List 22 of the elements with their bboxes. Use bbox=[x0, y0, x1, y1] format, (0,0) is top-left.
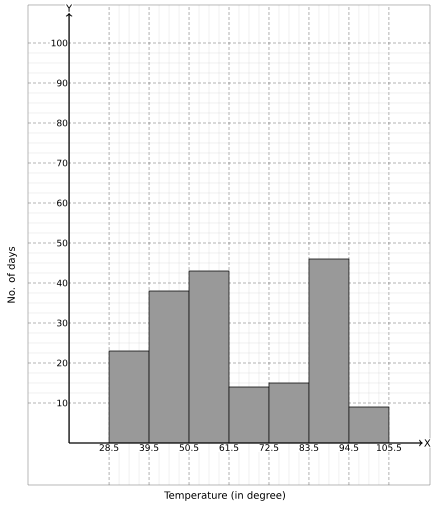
annotation: Y bbox=[66, 4, 72, 12]
x-tick-label: 72.5 bbox=[260, 444, 278, 451]
x-tick-label: 105.5 bbox=[377, 444, 402, 451]
x-tick-label: 50.5 bbox=[180, 444, 198, 451]
y-tick-label: 100 bbox=[52, 40, 68, 46]
x-tick-label: 83.5 bbox=[300, 444, 318, 451]
y-tick-label: 90 bbox=[57, 80, 68, 86]
x-tick-label: 94.5 bbox=[339, 444, 358, 451]
x-tick-label: 39.5 bbox=[140, 444, 158, 451]
x-tick-label: 61.5 bbox=[220, 444, 238, 451]
annotation: X bbox=[424, 439, 430, 447]
y-tick-label: 20 bbox=[57, 360, 68, 366]
y-tick-label: 60 bbox=[57, 200, 68, 206]
y-axis-title: No. of days bbox=[7, 246, 17, 303]
y-tick-label: 50 bbox=[57, 240, 68, 246]
y-tick-label: 40 bbox=[56, 280, 68, 286]
y-tick-label: 30 bbox=[57, 320, 68, 326]
x-axis-title: Temperature (in degree) bbox=[164, 491, 285, 501]
x-tick-label: 28.5 bbox=[100, 444, 118, 451]
y-tick-label: 80 bbox=[57, 120, 68, 126]
y-tick-label: 10 bbox=[57, 400, 68, 406]
y-tick-label: 70 bbox=[57, 160, 68, 166]
